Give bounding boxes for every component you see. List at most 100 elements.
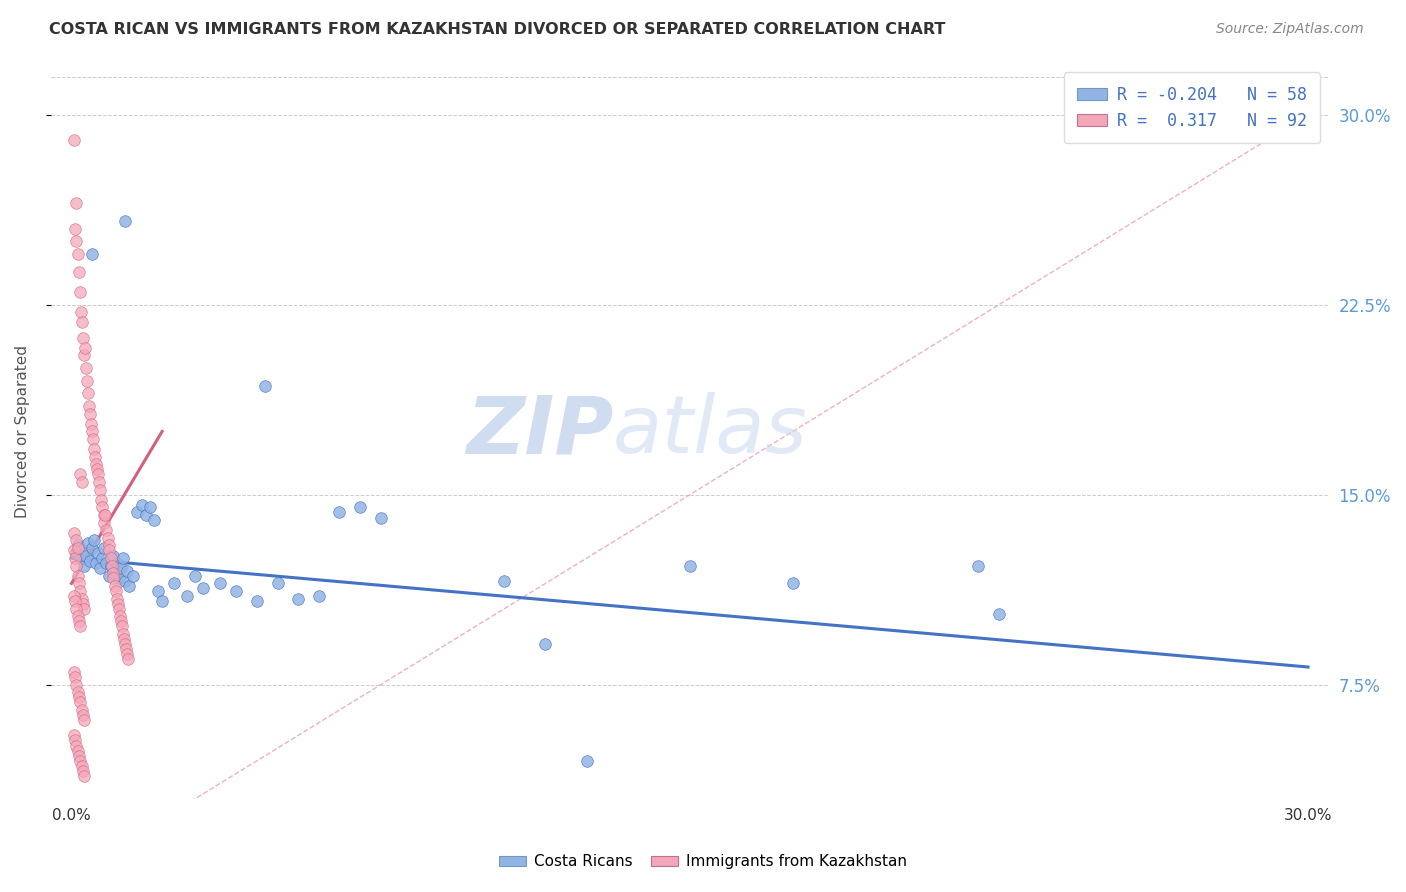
- Y-axis label: Divorced or Separated: Divorced or Separated: [15, 345, 30, 518]
- Point: [97, 538, 120, 552]
- Point: [105, 556, 128, 570]
- Point: [70, 475, 93, 489]
- Text: ZIP: ZIP: [465, 392, 613, 470]
- Point: [72, 708, 94, 723]
- Point: [73, 601, 96, 615]
- Point: [70, 759, 93, 773]
- Point: [118, 579, 141, 593]
- Point: [94, 508, 117, 522]
- Point: [122, 569, 145, 583]
- Point: [184, 569, 207, 583]
- Point: [370, 510, 392, 524]
- Point: [91, 551, 114, 566]
- Point: [534, 637, 557, 651]
- Point: [110, 615, 132, 629]
- Point: [127, 506, 149, 520]
- Point: [266, 576, 288, 591]
- Point: [575, 754, 598, 768]
- Point: [108, 571, 131, 585]
- Legend: Costa Ricans, Immigrants from Kazakhstan: Costa Ricans, Immigrants from Kazakhstan: [492, 848, 914, 875]
- Point: [73, 713, 96, 727]
- Point: [114, 214, 136, 228]
- Point: [104, 584, 127, 599]
- Point: [72, 331, 94, 345]
- Point: [67, 615, 90, 629]
- Point: [254, 379, 277, 393]
- Point: [100, 558, 122, 573]
- Point: [83, 533, 105, 548]
- Point: [208, 576, 231, 591]
- Point: [91, 500, 114, 515]
- Point: [79, 407, 101, 421]
- Text: atlas: atlas: [613, 392, 808, 470]
- Point: [101, 558, 124, 573]
- Point: [111, 619, 134, 633]
- Point: [69, 754, 91, 768]
- Point: [83, 442, 105, 457]
- Point: [80, 417, 103, 431]
- Point: [80, 541, 103, 555]
- Legend: R = -0.204   N = 58, R =  0.317   N = 92: R = -0.204 N = 58, R = 0.317 N = 92: [1064, 72, 1320, 144]
- Point: [84, 450, 107, 464]
- Point: [101, 549, 124, 563]
- Point: [104, 579, 127, 593]
- Point: [105, 591, 128, 606]
- Point: [112, 632, 135, 647]
- Point: [93, 508, 115, 522]
- Point: [63, 221, 86, 235]
- Point: [93, 516, 115, 530]
- Point: [115, 648, 138, 662]
- Text: COSTA RICAN VS IMMIGRANTS FROM KAZAKHSTAN DIVORCED OR SEPARATED CORRELATION CHAR: COSTA RICAN VS IMMIGRANTS FROM KAZAKHSTA…: [49, 22, 946, 37]
- Point: [66, 247, 89, 261]
- Point: [111, 551, 134, 566]
- Point: [131, 498, 153, 512]
- Point: [67, 576, 90, 591]
- Point: [146, 584, 169, 599]
- Point: [967, 558, 990, 573]
- Point: [782, 576, 804, 591]
- Point: [67, 748, 90, 763]
- Point: [101, 566, 124, 581]
- Point: [65, 558, 87, 573]
- Point: [108, 601, 131, 615]
- Point: [65, 678, 87, 692]
- Point: [287, 591, 309, 606]
- Point: [63, 551, 86, 566]
- Point: [69, 551, 91, 566]
- Point: [86, 462, 108, 476]
- Point: [679, 558, 702, 573]
- Point: [73, 769, 96, 783]
- Point: [66, 569, 89, 583]
- Point: [100, 551, 122, 566]
- Text: Source: ZipAtlas.com: Source: ZipAtlas.com: [1216, 22, 1364, 37]
- Point: [73, 348, 96, 362]
- Point: [104, 566, 127, 581]
- Point: [111, 627, 134, 641]
- Point: [72, 764, 94, 778]
- Point: [65, 235, 87, 249]
- Point: [494, 574, 516, 588]
- Point: [96, 556, 118, 570]
- Point: [75, 549, 97, 563]
- Point: [84, 556, 107, 570]
- Point: [62, 728, 84, 742]
- Point: [97, 569, 120, 583]
- Point: [82, 432, 104, 446]
- Point: [65, 601, 87, 615]
- Point: [62, 133, 84, 147]
- Point: [110, 561, 132, 575]
- Point: [117, 652, 139, 666]
- Point: [66, 541, 89, 555]
- Point: [308, 589, 330, 603]
- Point: [67, 690, 90, 705]
- Point: [63, 733, 86, 747]
- Point: [93, 541, 115, 555]
- Point: [69, 619, 91, 633]
- Point: [103, 571, 125, 585]
- Point: [73, 341, 96, 355]
- Point: [97, 531, 120, 545]
- Point: [65, 196, 87, 211]
- Point: [108, 609, 131, 624]
- Point: [77, 386, 100, 401]
- Point: [69, 305, 91, 319]
